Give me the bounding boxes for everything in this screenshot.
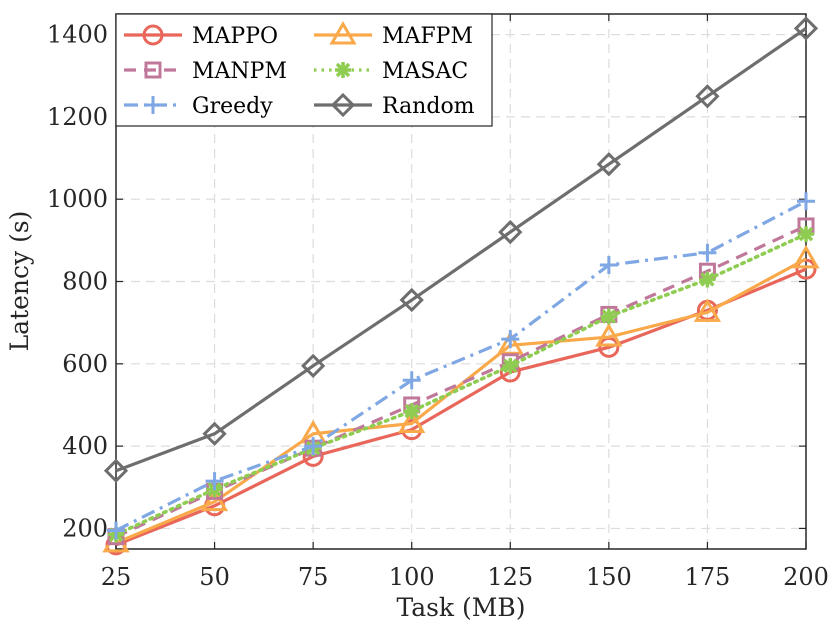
- legend-label: MANPM: [192, 59, 287, 84]
- data-point: [502, 357, 519, 374]
- y-tick-label: 1000: [47, 185, 108, 213]
- data-point: [205, 472, 224, 491]
- series-greedy: [107, 192, 815, 540]
- legend-box: [115, 13, 493, 127]
- x-tick-label: 150: [586, 563, 632, 591]
- data-point: [301, 353, 326, 378]
- data-point: [498, 219, 523, 245]
- legend-entry: MANPM: [124, 59, 287, 84]
- y-tick-label: 1400: [47, 21, 108, 49]
- legend-entry: MAFPM: [314, 21, 473, 49]
- legend-marker: [330, 92, 356, 118]
- legend-marker: [329, 21, 357, 45]
- series-line: [115, 199, 807, 532]
- y-axis-title: Latency (s): [5, 211, 34, 352]
- legend-marker: [335, 62, 351, 78]
- data-point: [792, 244, 820, 269]
- series-line: [115, 224, 807, 539]
- series-mafpm: [102, 244, 820, 553]
- data-point: [595, 323, 623, 347]
- y-tick-label: 200: [62, 514, 108, 542]
- data-point: [797, 192, 815, 211]
- x-tick-label: 125: [487, 563, 533, 591]
- legend-label: Greedy: [192, 94, 273, 119]
- series-line: [115, 27, 807, 473]
- data-point: [304, 437, 323, 456]
- legend-label: Random: [382, 94, 475, 119]
- data-point: [501, 330, 520, 349]
- data-point: [599, 256, 618, 275]
- data-point: [695, 84, 720, 109]
- x-axis-title: Task (MB): [396, 593, 525, 622]
- data-point: [793, 16, 819, 41]
- legend-entry: MASAC: [314, 59, 468, 84]
- legend-entry: MAPPO: [124, 24, 278, 49]
- series: [102, 16, 820, 556]
- y-tick-label: 800: [62, 268, 108, 296]
- y-tick-label: 1200: [47, 103, 108, 131]
- data-point: [103, 458, 129, 483]
- legend-label: MASAC: [382, 59, 468, 84]
- data-point: [399, 287, 424, 313]
- legend-entry: Greedy: [124, 94, 273, 119]
- x-tick-label: 175: [685, 563, 731, 591]
- y-tick-label: 600: [62, 350, 108, 378]
- data-point: [693, 298, 722, 322]
- series-line: [114, 232, 808, 537]
- data-point: [398, 409, 426, 433]
- y-tick-label: 400: [62, 432, 108, 460]
- x-tick-label: 25: [101, 563, 132, 591]
- data-point: [200, 487, 229, 512]
- x-tick-label: 50: [199, 563, 230, 591]
- series-random: [103, 16, 819, 483]
- x-tick-label: 75: [298, 563, 329, 591]
- legend-entry: Random: [314, 92, 475, 119]
- legend: MAPPO MAFPM MANPM MASAC Greedy Random: [115, 13, 493, 127]
- legend-marker: [142, 24, 164, 46]
- data-point: [600, 308, 617, 325]
- data-point: [202, 421, 227, 446]
- data-point: [107, 521, 125, 540]
- series-line: [115, 257, 807, 545]
- legend-marker: [144, 96, 162, 114]
- data-point: [402, 371, 421, 390]
- data-point: [596, 152, 621, 177]
- legend-label: MAPPO: [192, 24, 278, 49]
- data-point: [798, 226, 814, 243]
- legend-label: MAFPM: [382, 24, 473, 49]
- axis-ticks: 25 50 75 100 125 150 175 200 200 400 600 800 1000 120…: [47, 14, 829, 591]
- x-tick-label: 200: [783, 563, 829, 591]
- data-point: [699, 271, 716, 288]
- data-point: [403, 403, 420, 420]
- legend-marker: [144, 61, 162, 79]
- data-point: [698, 243, 717, 262]
- x-tick-label: 100: [389, 563, 435, 591]
